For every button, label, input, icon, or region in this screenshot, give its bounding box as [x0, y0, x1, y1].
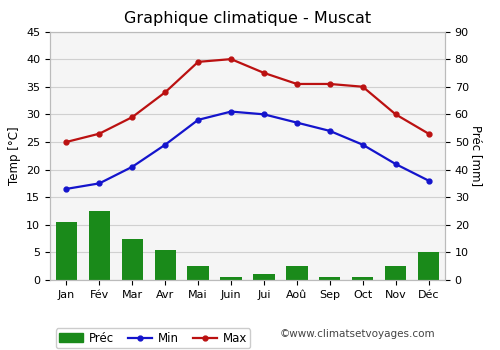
Min — [130, 165, 136, 169]
Min — [327, 129, 333, 133]
Bar — [154, 250, 176, 280]
Bar — [88, 211, 110, 280]
Min — [96, 181, 102, 186]
Bar — [220, 277, 242, 280]
Max — [130, 115, 136, 119]
Max — [64, 140, 70, 144]
Max — [327, 82, 333, 86]
Min — [64, 187, 70, 191]
Max — [426, 132, 432, 136]
Min — [360, 142, 366, 147]
Min — [392, 162, 398, 166]
Bar — [254, 274, 274, 280]
Min — [294, 120, 300, 125]
Max — [294, 82, 300, 86]
Max — [96, 132, 102, 136]
Min — [195, 118, 201, 122]
Text: ©www.climatsetvoyages.com: ©www.climatsetvoyages.com — [280, 329, 436, 339]
Min — [261, 112, 267, 117]
Max — [162, 90, 168, 94]
Line: Min: Min — [64, 109, 431, 191]
Bar — [385, 266, 406, 280]
Bar — [56, 222, 77, 280]
Y-axis label: Préc [mm]: Préc [mm] — [470, 125, 482, 186]
Max — [261, 71, 267, 75]
Min — [228, 110, 234, 114]
Line: Max: Max — [64, 57, 431, 144]
Max — [195, 60, 201, 64]
Max — [228, 57, 234, 61]
Min — [162, 142, 168, 147]
Y-axis label: Temp [°C]: Temp [°C] — [8, 126, 20, 185]
Min — [426, 178, 432, 183]
Bar — [418, 252, 439, 280]
Bar — [352, 277, 374, 280]
Bar — [286, 266, 308, 280]
Bar — [188, 266, 209, 280]
Legend: Préc, Min, Max: Préc, Min, Max — [56, 328, 250, 348]
Title: Graphique climatique - Muscat: Graphique climatique - Muscat — [124, 11, 371, 26]
Max — [360, 85, 366, 89]
Bar — [319, 277, 340, 280]
Max — [392, 112, 398, 117]
Bar — [122, 239, 143, 280]
